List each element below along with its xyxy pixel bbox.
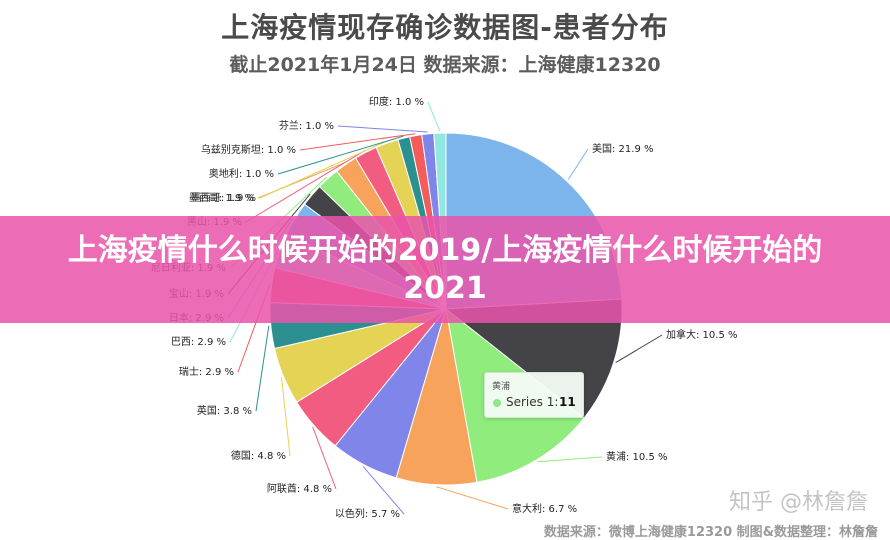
slice-label-0: 美国: 21.9 % bbox=[592, 142, 654, 155]
slice-connector-14 bbox=[245, 150, 366, 223]
slice-connector-6 bbox=[281, 376, 291, 457]
slice-connector-4 bbox=[362, 466, 405, 515]
slice-connector-15 bbox=[259, 140, 387, 199]
slice-label-13: 墨西哥: 1.9 % bbox=[189, 192, 254, 204]
chart-title: 上海疫情现存确诊数据图-患者分布 bbox=[221, 11, 669, 44]
slice-label-15: 墨西哥: 1.9 % bbox=[191, 192, 256, 204]
slice-label-7: 英国: 3.8 % bbox=[197, 404, 252, 417]
slice-label-1: 加拿大: 10.5 % bbox=[666, 328, 738, 341]
slice-connector-3 bbox=[436, 486, 509, 510]
slice-connector-7 bbox=[255, 325, 270, 412]
slice-connector-2 bbox=[537, 456, 603, 463]
chart-subtitle: 截止2021年1月24日 数据来源：上海健康12320 bbox=[229, 54, 661, 76]
watermark: 知乎 @林詹詹 bbox=[729, 490, 868, 515]
tooltip-title: 黄浦 bbox=[492, 382, 511, 392]
slice-label-16: 奥地利: 1.0 % bbox=[209, 167, 274, 180]
slice-connector-0 bbox=[567, 148, 589, 180]
slice-label-9: 巴西: 2.9 % bbox=[171, 336, 226, 348]
banner-text: 上海疫情什么时候开始的2019/上海疫情什么时候开始的2021 bbox=[67, 232, 823, 306]
slice-label-6: 德国: 4.8 % bbox=[231, 449, 286, 462]
tooltip-series-marker bbox=[493, 399, 501, 407]
slice-connector-1 bbox=[615, 334, 663, 364]
overlay-banner: 上海疫情什么时候开始的2019/上海疫情什么时候开始的2021 bbox=[0, 216, 890, 323]
slice-connector-5 bbox=[312, 426, 337, 490]
slice-label-2: 黄浦: 10.5 % bbox=[606, 450, 668, 463]
slice-label-3: 意大利: 6.7 % bbox=[512, 502, 577, 515]
slice-connector-17 bbox=[299, 133, 416, 151]
slice-connector-16 bbox=[277, 135, 404, 175]
slice-label-5: 阿联酋: 4.8 % bbox=[267, 482, 332, 495]
slice-label-8: 瑞士: 2.9 % bbox=[179, 365, 234, 378]
tooltip-series-name: Series 1: bbox=[506, 395, 559, 409]
slice-label-4: 以色列: 5.7 % bbox=[335, 507, 400, 520]
slice-label-18: 芬兰: 1.0 % bbox=[279, 119, 334, 132]
slice-label-19: 印度: 1.0 % bbox=[369, 95, 424, 108]
slice-connector-19 bbox=[427, 101, 441, 132]
chart-tooltip: 黄浦 Series 1: 11 bbox=[484, 372, 584, 418]
slice-connector-18 bbox=[337, 125, 428, 133]
tooltip-value: 11 bbox=[559, 395, 576, 409]
data-source-credit: 数据来源：微博上海健康12320 制图&数据整理：林詹詹 bbox=[543, 525, 878, 540]
slice-label-17: 乌兹别克斯坦: 1.0 % bbox=[201, 143, 296, 156]
